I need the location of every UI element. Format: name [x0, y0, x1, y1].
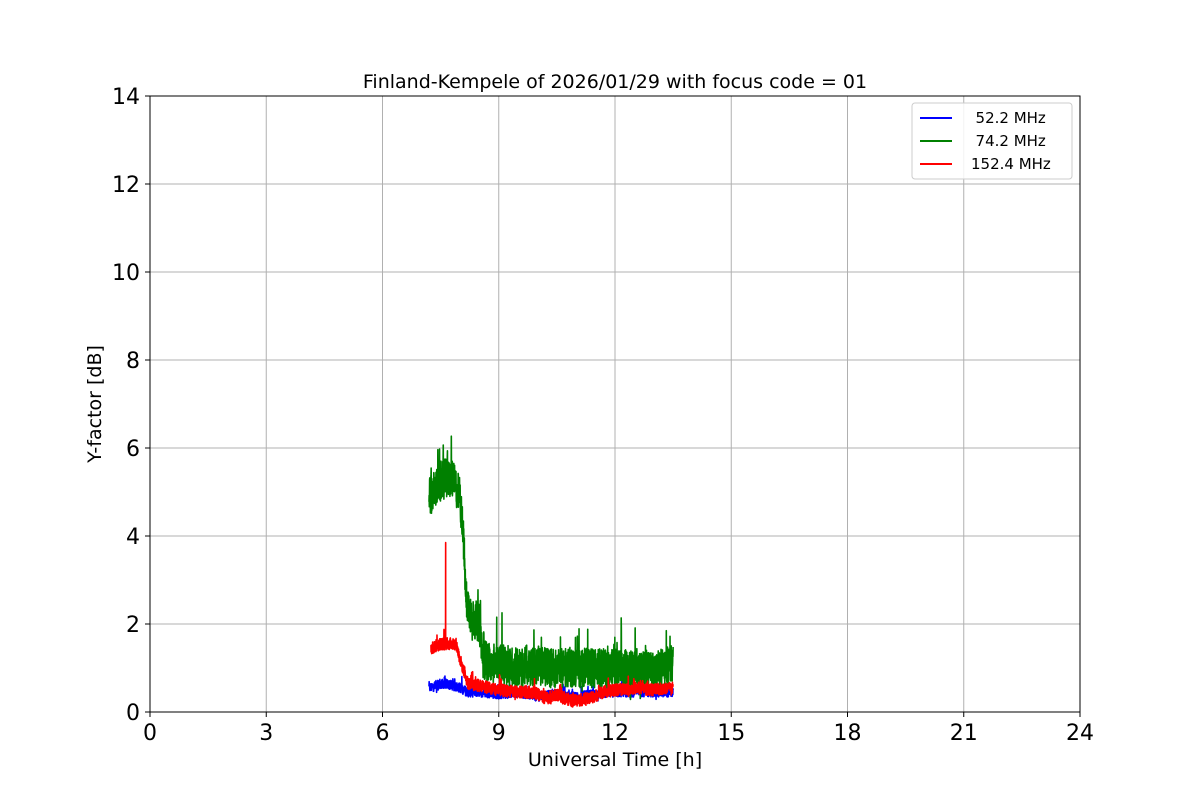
x-tick-label: 0 — [143, 721, 157, 746]
y-tick-label: 2 — [126, 613, 140, 638]
chart-title: Finland-Kempele of 2026/01/29 with focus… — [363, 71, 867, 93]
y-tick-label: 8 — [126, 349, 140, 374]
x-tick-label: 12 — [601, 721, 629, 746]
series-layer — [428, 435, 674, 708]
x-axis-label: Universal Time [h] — [528, 749, 702, 771]
x-tick-label: 18 — [834, 721, 862, 746]
y-tick-label: 12 — [112, 173, 140, 198]
y-tick-label: 14 — [112, 85, 140, 110]
x-axis-ticks: 0 3 6 9 12 15 18 21 24 — [143, 712, 1094, 746]
y-tick-label: 6 — [126, 437, 140, 462]
series-line-152-4-mhz — [430, 541, 674, 708]
y-tick-label: 10 — [112, 261, 140, 286]
x-tick-label: 21 — [950, 721, 978, 746]
x-tick-label: 6 — [376, 721, 390, 746]
y-axis-ticks: 0 2 4 6 8 10 12 14 — [112, 85, 150, 726]
series-line-74-2-mhz — [428, 435, 674, 701]
x-tick-label: 15 — [717, 721, 745, 746]
legend-box — [911, 102, 1073, 180]
x-tick-label: 3 — [259, 721, 273, 746]
legend-label-74-2-mhz: 74.2 MHz — [966, 132, 1046, 150]
x-tick-label: 9 — [492, 721, 506, 746]
y-axis-label: Y-factor [dB] — [84, 345, 106, 464]
x-tick-label: 24 — [1066, 721, 1094, 746]
legend-label-52-2-mhz: 52.2 MHz — [966, 109, 1046, 127]
y-tick-label: 4 — [126, 525, 140, 550]
legend-label-152-4-mhz: 152.4 MHz — [971, 155, 1051, 173]
y-tick-label: 0 — [126, 701, 140, 726]
legend: 52.2 MHz 74.2 MHz 152.4 MHz — [911, 102, 1073, 180]
